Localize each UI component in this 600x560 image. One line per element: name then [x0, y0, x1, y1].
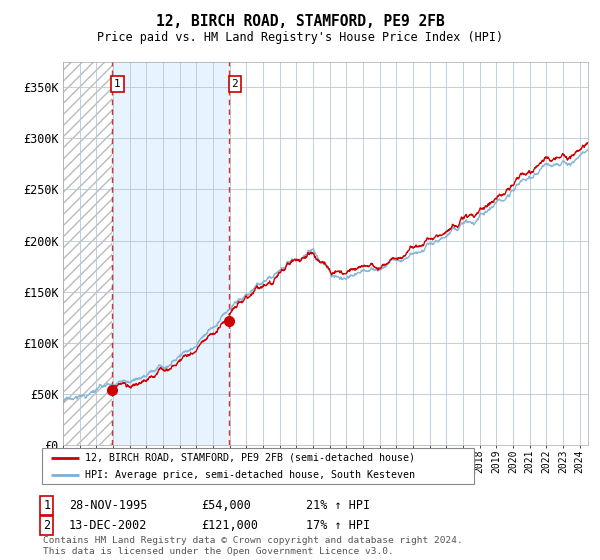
- Text: Price paid vs. HM Land Registry's House Price Index (HPI): Price paid vs. HM Land Registry's House …: [97, 31, 503, 44]
- Text: 21% ↑ HPI: 21% ↑ HPI: [306, 498, 370, 512]
- Bar: [112, 62, 229, 445]
- Text: £54,000: £54,000: [201, 498, 251, 512]
- Text: 1: 1: [43, 498, 50, 512]
- Text: 12, BIRCH ROAD, STAMFORD, PE9 2FB (semi-detached house): 12, BIRCH ROAD, STAMFORD, PE9 2FB (semi-…: [85, 453, 415, 463]
- Text: 17% ↑ HPI: 17% ↑ HPI: [306, 519, 370, 532]
- Text: 2: 2: [43, 519, 50, 532]
- Text: Contains HM Land Registry data © Crown copyright and database right 2024.
This d: Contains HM Land Registry data © Crown c…: [43, 536, 463, 556]
- Bar: [63, 62, 112, 445]
- Text: 1: 1: [114, 79, 121, 89]
- Text: 2: 2: [232, 79, 238, 89]
- Text: 13-DEC-2002: 13-DEC-2002: [69, 519, 148, 532]
- Text: 12, BIRCH ROAD, STAMFORD, PE9 2FB: 12, BIRCH ROAD, STAMFORD, PE9 2FB: [155, 14, 445, 29]
- Text: HPI: Average price, semi-detached house, South Kesteven: HPI: Average price, semi-detached house,…: [85, 470, 415, 479]
- FancyBboxPatch shape: [42, 448, 474, 484]
- Text: £121,000: £121,000: [201, 519, 258, 532]
- Text: 28-NOV-1995: 28-NOV-1995: [69, 498, 148, 512]
